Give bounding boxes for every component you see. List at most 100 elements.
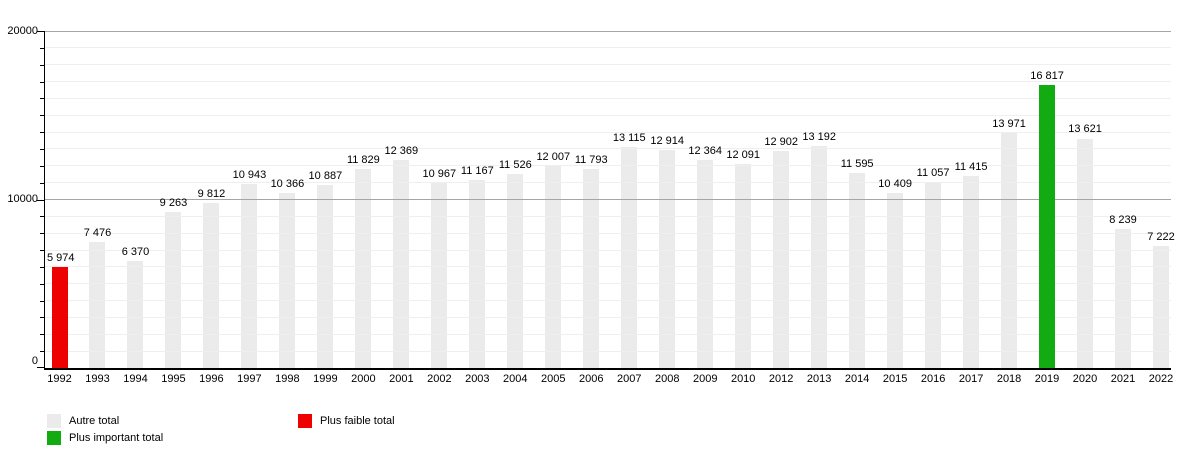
bar-2003 (469, 179, 486, 368)
y-tick-0 (37, 367, 44, 368)
x-label-2017: 2017 (958, 373, 984, 385)
bar-1995 (165, 211, 182, 368)
plot-area: 5 974 1992 7 476 1993 6 370 1994 9 263 1995 9 81… (37, 30, 1175, 385)
gridline-4000 (45, 300, 1171, 302)
value-label-2010: 12 091 (726, 149, 761, 162)
value-label-2007: 13 115 (612, 132, 646, 144)
y-tick-18000 (40, 64, 44, 66)
x-label-2000: 2000 (351, 373, 376, 385)
y-tick-1000 (40, 351, 44, 353)
value-label-2004: 11 526 (498, 158, 532, 171)
value-label-2014: 11 595 (840, 157, 874, 170)
y-tick-4000 (40, 300, 44, 302)
y-tick-8000 (40, 233, 44, 235)
value-label-1994: 6 370 (121, 245, 150, 258)
gridline-10000 (45, 199, 1171, 200)
legend-item-autre-total: Autre total (47, 414, 119, 428)
gridline-5000 (45, 283, 1171, 285)
x-label-2020: 2020 (1072, 373, 1098, 385)
bar-2004 (507, 173, 524, 368)
y-tick-14000 (40, 132, 44, 134)
gridline-2000 (45, 333, 1171, 335)
value-label-2005: 12 007 (536, 150, 571, 163)
x-label-2018: 2018 (996, 373, 1022, 385)
y-axis-label-10000: 10000 (7, 193, 38, 205)
y-tick-17000 (40, 81, 44, 83)
y-tick-15000 (40, 115, 44, 117)
y-tick-7000 (40, 250, 44, 252)
x-label-2021: 2021 (1110, 373, 1136, 385)
x-label-1995: 1995 (161, 373, 186, 385)
x-label-1998: 1998 (275, 373, 300, 385)
legend-swatch-plus-faible-total (298, 414, 312, 428)
x-label-2016: 2016 (920, 373, 946, 385)
bar-1992 (51, 267, 68, 368)
gridline-13000 (45, 148, 1171, 150)
bar-2017 (963, 175, 980, 368)
y-tick-12000 (40, 165, 44, 167)
legend-swatch-plus-important-total (47, 431, 61, 445)
x-label-2009: 2009 (692, 373, 718, 385)
value-label-1992: 5 974 (47, 252, 75, 265)
x-label-1996: 1996 (199, 373, 224, 385)
value-label-1997: 10 943 (232, 168, 267, 181)
y-axis-label-20000: 20000 (7, 25, 38, 37)
gridline-20000 (45, 30, 1171, 32)
gridline-8000 (45, 232, 1171, 234)
x-label-2014: 2014 (844, 373, 870, 385)
gridline-14000 (45, 131, 1171, 133)
x-label-2012: 2012 (768, 373, 794, 385)
bar-2009 (697, 159, 714, 368)
x-label-2008: 2008 (654, 373, 680, 385)
y-tick-5000 (40, 283, 44, 285)
x-label-2022: 2022 (1148, 373, 1174, 385)
bar-2013 (811, 145, 828, 368)
bar-2022 (1153, 246, 1169, 368)
x-label-2001: 2001 (389, 373, 414, 385)
y-tick-10000 (37, 199, 44, 201)
bar-1996 (203, 202, 220, 368)
gridline-12000 (45, 165, 1171, 167)
value-label-2006: 11 793 (574, 154, 608, 167)
gridline-17000 (45, 81, 1171, 83)
x-label-2006: 2006 (579, 373, 604, 385)
y-tick-13000 (40, 148, 44, 150)
bar-1993 (89, 242, 106, 368)
value-label-2018: 13 971 (992, 117, 1026, 130)
bar-2016 (925, 181, 942, 368)
y-tick-9000 (40, 216, 44, 218)
y-tick-16000 (40, 98, 44, 100)
legend-label-plus-faible-total: Plus faible total (320, 415, 395, 427)
value-label-2017: 11 415 (954, 160, 988, 173)
value-label-1999: 10 887 (308, 169, 343, 182)
bar-2000 (355, 168, 372, 368)
bar-2001 (393, 159, 410, 368)
y-tick-20000 (37, 31, 44, 32)
bar-2002 (431, 183, 448, 368)
value-label-1998: 10 366 (270, 178, 305, 191)
value-label-2003: 11 167 (460, 164, 494, 177)
gridline-1000 (45, 350, 1171, 352)
value-label-2009: 12 364 (688, 144, 723, 157)
x-label-2019: 2019 (1034, 373, 1060, 385)
value-label-2016: 11 057 (916, 166, 950, 179)
gridline-7000 (45, 249, 1171, 251)
value-label-2001: 12 369 (384, 144, 419, 157)
gridline-3000 (45, 316, 1171, 318)
bar-2014 (849, 172, 866, 368)
legend-label-autre-total: Autre total (69, 415, 120, 427)
value-label-2020: 13 621 (1068, 123, 1102, 136)
gridline-15000 (45, 114, 1171, 116)
value-label-1996: 9 812 (197, 187, 226, 200)
x-label-1993: 1993 (85, 373, 110, 385)
value-label-2013: 13 192 (802, 130, 836, 143)
y-tick-11000 (40, 182, 44, 184)
x-label-1999: 1999 (313, 373, 338, 385)
x-label-1992: 1992 (47, 373, 72, 385)
legend-item-plus-important-total: Plus important total (47, 431, 163, 445)
value-label-2008: 12 914 (650, 135, 685, 148)
value-label-2000: 11 829 (346, 153, 380, 166)
bar-2021 (1115, 229, 1132, 368)
legend-item-plus-faible-total: Plus faible total (298, 414, 395, 428)
